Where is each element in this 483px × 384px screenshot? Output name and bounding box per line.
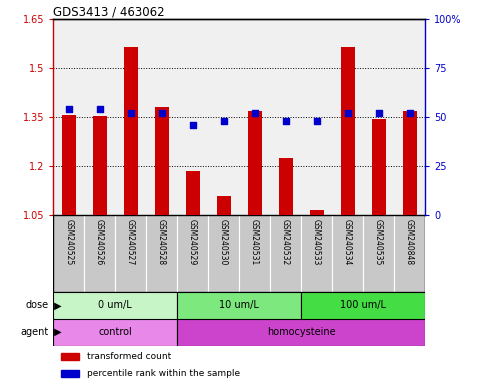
Text: GSM240535: GSM240535 [374, 219, 383, 265]
Bar [301, 215, 332, 292]
Bar [62, 116, 76, 215]
Point [344, 110, 352, 116]
Bar [185, 171, 199, 215]
Bar [60, 353, 79, 360]
Bar [248, 111, 262, 215]
Text: GSM240525: GSM240525 [64, 219, 73, 265]
Text: agent: agent [20, 327, 48, 337]
Bar [216, 196, 230, 215]
Point [189, 122, 197, 128]
Bar [270, 215, 301, 292]
Bar [239, 215, 270, 292]
Text: ▶: ▶ [51, 327, 61, 337]
Text: GSM240529: GSM240529 [188, 219, 197, 265]
Point [313, 118, 320, 124]
Text: 10 um/L: 10 um/L [219, 300, 259, 310]
Bar [341, 47, 355, 215]
Bar [155, 108, 169, 215]
Text: GSM240532: GSM240532 [281, 219, 290, 265]
Point [96, 106, 103, 113]
Bar [177, 319, 425, 346]
Text: dose: dose [25, 300, 48, 310]
Bar [177, 292, 301, 319]
Point [127, 110, 134, 116]
Bar [124, 47, 138, 215]
Bar [394, 215, 425, 292]
Bar [115, 215, 146, 292]
Bar [363, 215, 394, 292]
Point [375, 110, 383, 116]
Text: transformed count: transformed count [86, 352, 171, 361]
Text: percentile rank within the sample: percentile rank within the sample [86, 369, 240, 378]
Bar [310, 210, 324, 215]
Text: GSM240534: GSM240534 [343, 219, 352, 265]
Bar [93, 116, 107, 215]
Text: GDS3413 / 463062: GDS3413 / 463062 [53, 5, 165, 18]
Text: GSM240527: GSM240527 [126, 219, 135, 265]
Bar [371, 119, 385, 215]
Bar [402, 111, 416, 215]
Point [65, 106, 72, 113]
Bar [332, 215, 363, 292]
Bar [53, 215, 84, 292]
Bar [279, 158, 293, 215]
Text: control: control [98, 327, 132, 337]
Bar [301, 292, 425, 319]
Text: GSM240528: GSM240528 [157, 219, 166, 265]
Point [158, 110, 166, 116]
Text: homocysteine: homocysteine [267, 327, 335, 337]
Text: GSM240526: GSM240526 [95, 219, 104, 265]
Bar [53, 292, 177, 319]
Text: GSM240531: GSM240531 [250, 219, 259, 265]
Bar [84, 215, 115, 292]
Point [220, 118, 227, 124]
Text: 100 um/L: 100 um/L [340, 300, 386, 310]
Bar [177, 215, 208, 292]
Bar [53, 319, 177, 346]
Bar [208, 215, 239, 292]
Text: ▶: ▶ [51, 300, 61, 310]
Text: 0 um/L: 0 um/L [98, 300, 132, 310]
Text: GSM240533: GSM240533 [312, 219, 321, 265]
Text: GSM240530: GSM240530 [219, 219, 228, 265]
Point [282, 118, 289, 124]
Point [406, 110, 413, 116]
Text: GSM240848: GSM240848 [405, 219, 414, 265]
Bar [146, 215, 177, 292]
Bar [60, 370, 79, 377]
Point [251, 110, 258, 116]
